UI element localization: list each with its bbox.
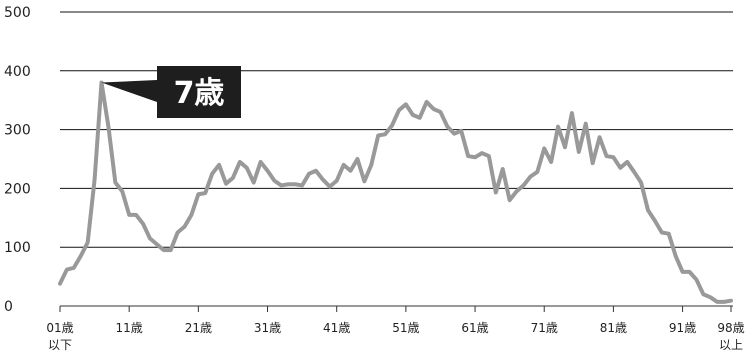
x-tick-label: 41歳 — [323, 321, 350, 335]
x-tick-label: 21歳 — [185, 321, 212, 335]
y-tick-label: 400 — [4, 64, 31, 80]
series-layer — [58, 80, 733, 304]
annotation-layer: 7歳 — [101, 66, 241, 118]
x-tick-label: 71歳 — [531, 321, 558, 335]
x-tick-label: 01歳 — [46, 321, 73, 335]
y-axis-ticks: 0 100 200 300 400 500 — [4, 5, 31, 315]
x-tick-label: 11歳 — [116, 321, 143, 335]
y-tick-label: 300 — [4, 123, 31, 139]
callout-pointer — [101, 80, 157, 102]
callout-label: 7歳 — [174, 76, 225, 111]
series-line — [58, 80, 733, 304]
x-tick-label: 以上 — [719, 338, 743, 352]
x-tick-label: 51歳 — [392, 321, 419, 335]
x-tick-label: 31歳 — [254, 321, 281, 335]
x-tick-label: 81歳 — [600, 321, 627, 335]
y-tick-label: 100 — [4, 240, 31, 256]
x-tick-label: 91歳 — [669, 321, 696, 335]
x-tick-label: 61歳 — [461, 321, 488, 335]
y-tick-label: 500 — [4, 5, 31, 21]
y-tick-label: 0 — [4, 299, 13, 315]
x-tick-label: 98歳 — [717, 321, 744, 335]
y-tick-label: 200 — [4, 181, 31, 197]
gridlines — [60, 11, 733, 248]
x-tick-label: 以下 — [48, 338, 72, 352]
callout-box — [157, 66, 241, 118]
